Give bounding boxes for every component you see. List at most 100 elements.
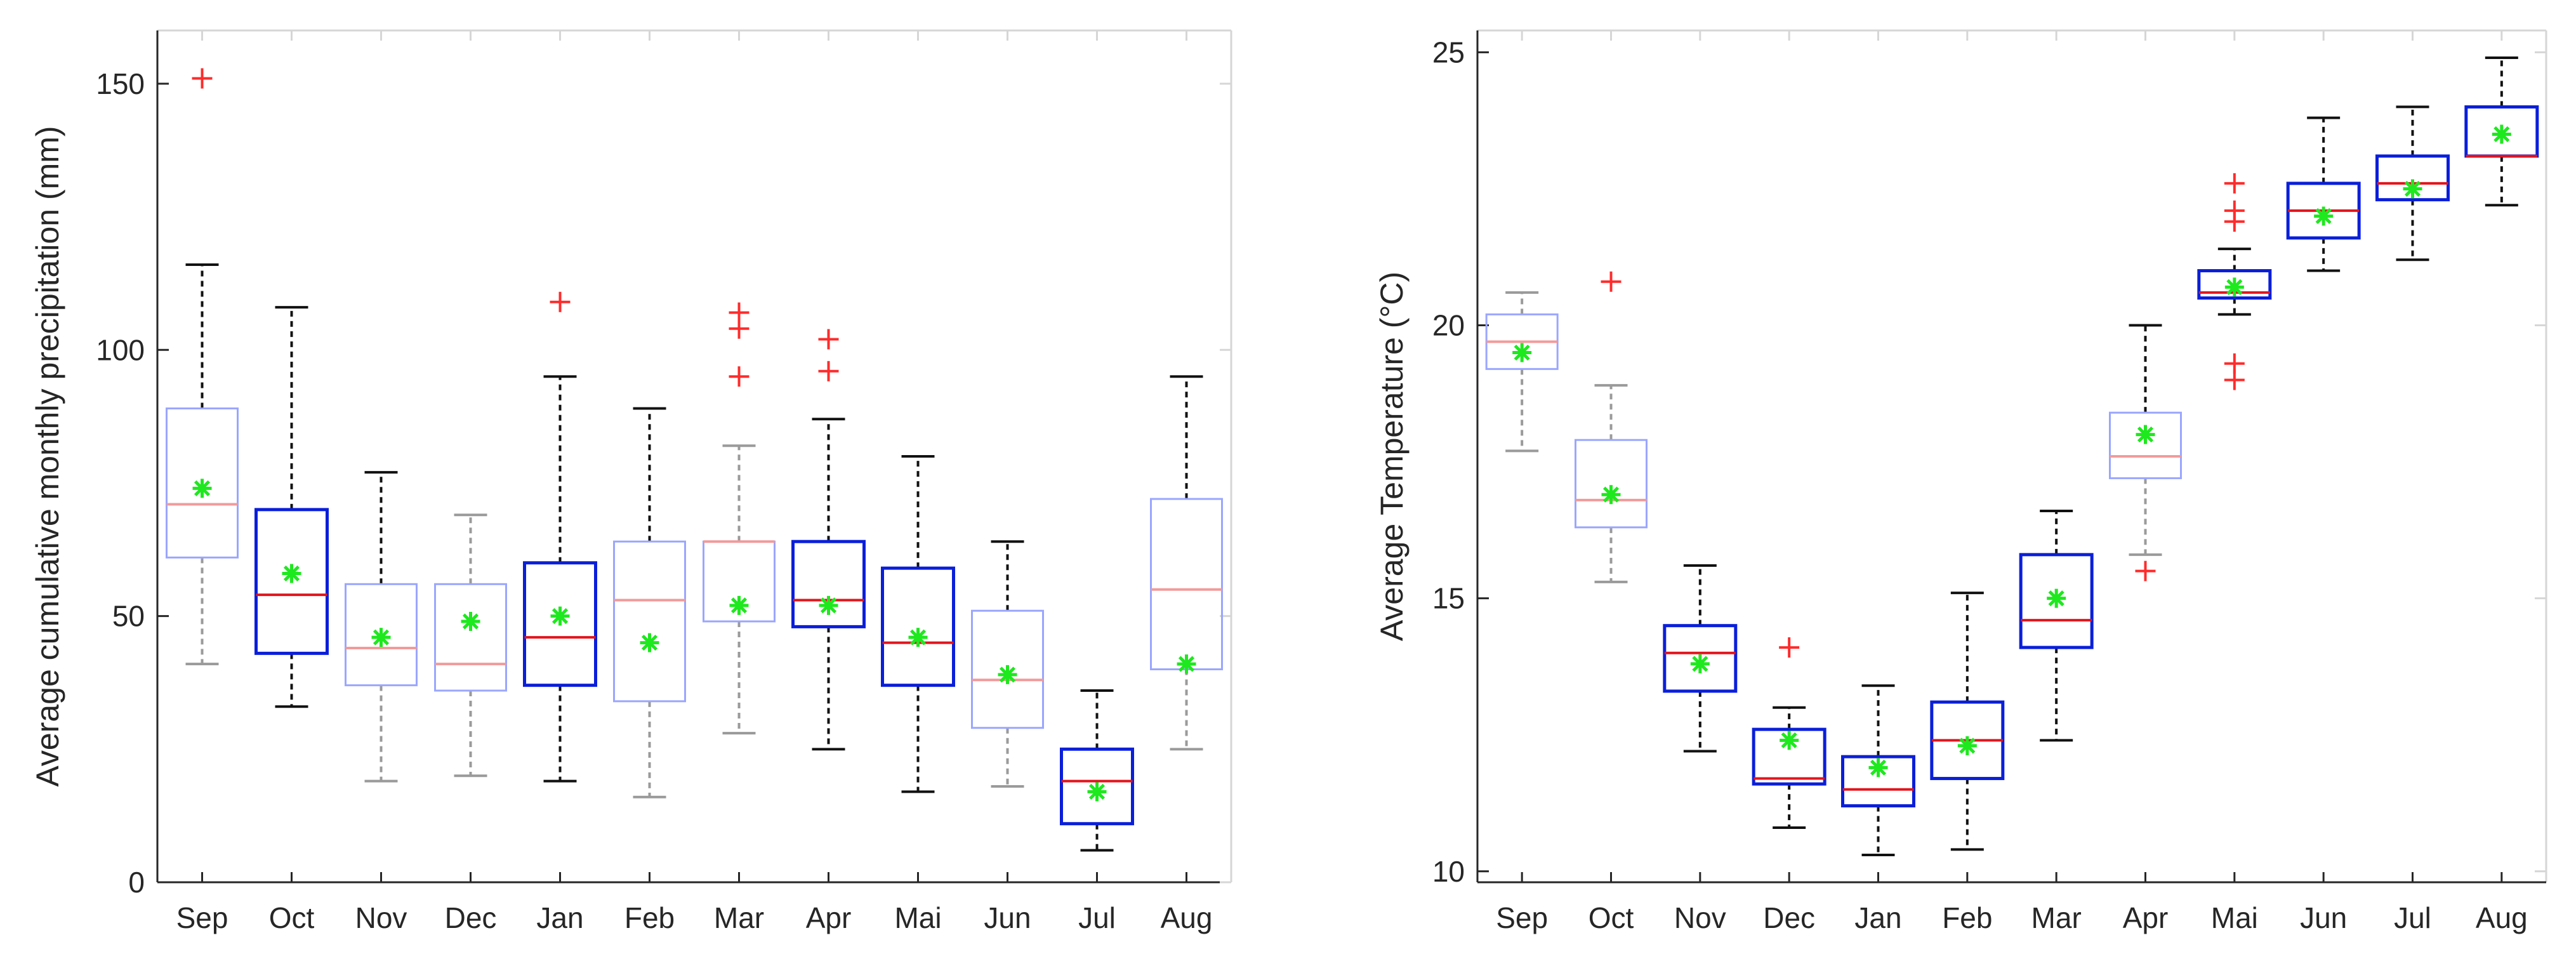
outlier-marker [818, 361, 839, 381]
mean-marker [1087, 782, 1107, 802]
y-tick-label: 150 [96, 67, 145, 100]
box-sep [1485, 291, 1559, 453]
x-tick-label: Dec [445, 901, 497, 934]
outlier-marker [550, 291, 571, 312]
y-tick-label: 15 [1432, 582, 1465, 615]
y-tick-label: 20 [1432, 309, 1465, 342]
mean-marker [282, 564, 301, 583]
mean-marker [998, 665, 1017, 684]
mean-marker [192, 479, 212, 498]
box-iqr [1841, 755, 1915, 808]
box-iqr [613, 540, 686, 703]
box-jan [1841, 684, 1915, 856]
box-apr [2109, 324, 2182, 581]
box-iqr [2019, 553, 2094, 649]
mean-marker [550, 606, 570, 626]
y-tick-label: 0 [128, 866, 145, 899]
x-tick-label: Mai [2211, 901, 2258, 934]
x-tick-label: Jan [1854, 901, 1901, 934]
box-iqr [791, 540, 866, 628]
box-iqr [523, 561, 597, 687]
box-iqr [345, 583, 418, 687]
box-sep [166, 68, 239, 666]
x-tick-label: Sep [1496, 901, 1548, 934]
box-jul [1060, 689, 1134, 852]
x-tick-label: Aug [2476, 901, 2528, 934]
mean-marker [1512, 343, 1532, 362]
x-tick-label: Jan [536, 901, 583, 934]
x-tick-label: Sep [176, 901, 228, 934]
box-feb [613, 407, 686, 798]
x-tick-label: Jul [1078, 901, 1116, 934]
box-mar [703, 302, 776, 735]
outlier-marker [729, 366, 750, 387]
box-nov [1663, 564, 1738, 753]
box-iqr [434, 583, 507, 692]
x-tick-label: Feb [1942, 901, 1992, 934]
x-tick-label: Oct [1589, 901, 1634, 934]
box-jun [971, 540, 1044, 788]
box-jul [2375, 105, 2450, 262]
x-tick-label: Nov [355, 901, 407, 934]
box-jan [523, 291, 597, 783]
x-tick-label: Oct [269, 901, 315, 934]
mean-marker [2047, 588, 2066, 608]
x-tick-label: Aug [1161, 901, 1213, 934]
box-oct [1575, 271, 1648, 583]
mean-marker [1957, 736, 1977, 755]
box-iqr [2375, 154, 2450, 202]
outlier-marker [2224, 369, 2245, 390]
x-tick-label: Jun [2300, 901, 2347, 934]
outlier-marker [1601, 271, 1622, 292]
x-tick-label: Mar [2031, 901, 2082, 934]
x-tick-label: Mai [894, 901, 941, 934]
box-iqr [1150, 498, 1223, 670]
box-dec [1752, 637, 1826, 829]
temperature-boxplot: 10 15 20 25 Average Temperature (°C) Sep Oct No… [1374, 29, 2547, 934]
mean-marker [1780, 731, 1799, 750]
outlier-marker [2135, 560, 2156, 581]
box-iqr [2197, 269, 2272, 300]
mean-marker [908, 628, 928, 647]
box-iqr [2109, 411, 2182, 479]
mean-marker [2314, 206, 2334, 226]
box-mai [881, 455, 955, 793]
box-aug [1150, 375, 1223, 751]
box-iqr [1663, 624, 1738, 693]
x-tick-label: Mar [714, 901, 764, 934]
precipitation-boxplot: 0 50 100 150 Average cumulative monthly prec… [30, 29, 1232, 934]
x-tick-label: Dec [1763, 901, 1815, 934]
mean-marker [1601, 485, 1621, 505]
x-tick-label: Feb [624, 901, 675, 934]
x-tick-label: Jun [984, 901, 1031, 934]
y-axis-label: Average cumulative monthly precipitation… [30, 126, 65, 786]
y-tick-label: 25 [1432, 36, 1465, 69]
mean-marker [2136, 425, 2155, 444]
outlier-marker [1779, 637, 1800, 658]
box-nov [345, 471, 418, 783]
outlier-marker [2224, 211, 2245, 232]
x-tick-label: Apr [806, 901, 852, 934]
box-oct [254, 306, 329, 708]
box-iqr [881, 566, 955, 687]
box-iqr [971, 609, 1044, 729]
mean-marker [640, 633, 659, 652]
box-dec [434, 513, 507, 778]
mean-marker [2403, 179, 2422, 199]
y-axis-label: Average Temperature (°C) [1374, 272, 1410, 641]
mean-marker [729, 595, 749, 615]
box-iqr [1752, 727, 1826, 786]
mean-marker [1868, 758, 1888, 778]
outlier-marker [192, 68, 213, 89]
x-tick-label: Jul [2394, 901, 2431, 934]
y-tick-label: 50 [112, 600, 145, 633]
outlier-marker [818, 329, 839, 350]
box-iqr [166, 407, 239, 559]
box-mai [2197, 173, 2272, 390]
x-tick-label: Nov [1674, 901, 1726, 934]
mean-marker [461, 612, 480, 632]
outlier-marker [729, 302, 750, 323]
box-iqr [1575, 439, 1648, 529]
box-apr [791, 329, 866, 751]
